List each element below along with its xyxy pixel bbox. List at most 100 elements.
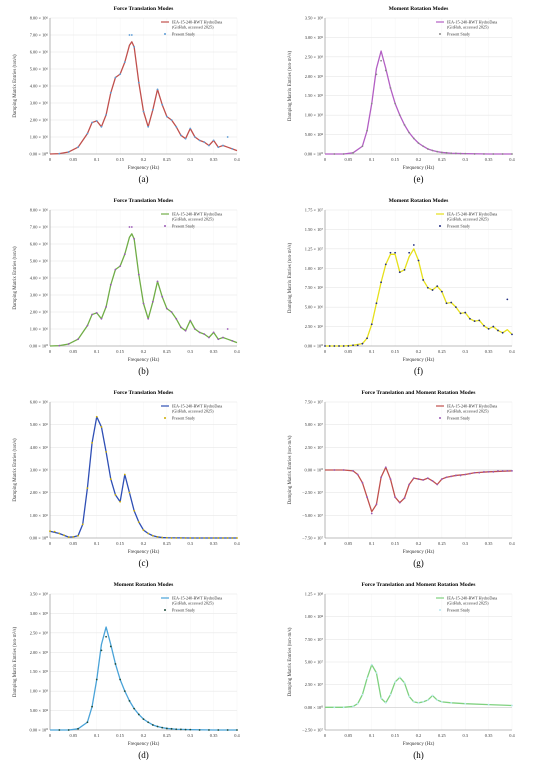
data-point (133, 46, 136, 48)
data-point (450, 152, 453, 155)
data-point (511, 153, 513, 155)
data-point (222, 537, 224, 539)
x-tick-label: 0.35 (485, 349, 493, 354)
data-point (58, 729, 61, 731)
data-point (356, 344, 359, 347)
x-tick-label: 0.25 (163, 541, 171, 546)
y-tick-label: 7.00 × 10⁶ (30, 33, 49, 38)
x-tick-label: 0.25 (163, 733, 171, 738)
data-point (492, 325, 495, 328)
data-point (426, 286, 429, 289)
data-point (161, 295, 164, 298)
y-tick-label: 5.00 × 10⁷ (305, 660, 324, 665)
data-point (137, 273, 140, 276)
chart-title: Force Translation and Moment Rotation Mo… (362, 582, 477, 588)
data-point (464, 702, 467, 705)
data-point (212, 139, 215, 142)
data-point (208, 336, 210, 339)
x-tick-label: 0.35 (210, 157, 218, 162)
x-tick-label: 0.15 (391, 157, 399, 162)
data-point (501, 153, 504, 155)
panel-caption: (g) (413, 558, 424, 568)
data-point (408, 251, 411, 254)
data-point (483, 470, 485, 473)
data-point (236, 537, 238, 539)
x-tick-label: 0.4 (509, 157, 515, 162)
x-tick-label: 0.35 (210, 349, 218, 354)
data-point (375, 503, 378, 506)
data-point (426, 148, 429, 150)
y-tick-label: 5.00 × 10⁸ (305, 132, 324, 137)
data-point (464, 152, 467, 155)
data-point (366, 337, 368, 340)
data-point (175, 125, 178, 128)
y-tick-label: −2.50 × 10⁷ (302, 728, 323, 733)
data-point (91, 121, 93, 124)
data-point (114, 76, 117, 79)
y-axis-label: Damping Matrix Entries (ton·m/s) (288, 627, 293, 696)
data-point (440, 151, 443, 154)
x-tick-label: 0.3 (188, 733, 194, 738)
data-point (180, 537, 182, 539)
x-tick-label: 0.15 (116, 349, 124, 354)
y-tick-label: 8.00 × 10⁶ (30, 16, 49, 21)
x-tick-label: 0.15 (116, 541, 124, 546)
data-point (487, 470, 490, 473)
data-point (128, 491, 131, 494)
x-axis-label: Frequency (Hz) (403, 550, 435, 555)
data-point (109, 283, 112, 286)
data-point (375, 73, 378, 76)
data-point (398, 271, 401, 274)
y-tick-label: 1.00 × 10⁹ (305, 113, 324, 118)
x-tick-label: 0.3 (463, 157, 469, 162)
y-tick-label: 6.00 × 10⁶ (30, 400, 49, 405)
data-point (394, 496, 397, 499)
data-point (431, 694, 434, 697)
data-point (119, 678, 122, 681)
x-tick-label: 0.4 (509, 733, 515, 738)
data-point (147, 125, 150, 128)
chart-title: Force Translation and Moment Rotation Mo… (362, 390, 477, 396)
y-axis-label: Damping Matrix Entries (ton·m²/s) (287, 243, 293, 314)
x-tick-label: 0.25 (438, 733, 446, 738)
data-point (226, 328, 229, 330)
data-point (151, 108, 154, 111)
legend-swatch-marker (164, 33, 166, 35)
y-tick-label: 1.00 × 10⁹ (30, 689, 49, 694)
x-tick-label: 0.25 (438, 541, 446, 546)
data-point (361, 693, 364, 696)
x-tick-label: 0.4 (234, 349, 240, 354)
data-point (81, 523, 84, 526)
data-point (417, 701, 420, 704)
data-point (328, 345, 331, 347)
data-point (469, 317, 471, 320)
data-point (436, 483, 439, 486)
data-point (431, 149, 434, 152)
data-point (464, 311, 467, 314)
x-axis-label: Frequency (Hz) (128, 742, 160, 747)
data-point (511, 470, 513, 472)
x-tick-label: 0.15 (116, 733, 124, 738)
data-point (394, 681, 397, 683)
data-point (156, 280, 159, 283)
data-point (119, 265, 122, 267)
data-point (380, 476, 382, 479)
data-point (128, 699, 131, 702)
data-point (222, 336, 224, 339)
data-point (370, 663, 373, 666)
data-point (180, 728, 182, 731)
x-tick-label: 0.35 (485, 157, 493, 162)
data-point (333, 469, 336, 471)
legend-swatch-marker (164, 609, 166, 611)
legend-swatch-marker (164, 225, 166, 227)
data-point (49, 530, 51, 533)
legend-label: (GitHub, accessed 2025) (172, 25, 214, 31)
data-point (105, 114, 107, 116)
data-point (445, 476, 448, 479)
data-point (398, 501, 401, 504)
y-tick-label: 1.75 × 10⁷ (305, 208, 324, 213)
legend-label: IEA-15-240-RWT HydroData (447, 212, 497, 217)
legend-label: Present Study (447, 32, 471, 37)
data-point (478, 319, 481, 322)
legend-label: (GitHub, accessed 2025) (172, 601, 214, 607)
